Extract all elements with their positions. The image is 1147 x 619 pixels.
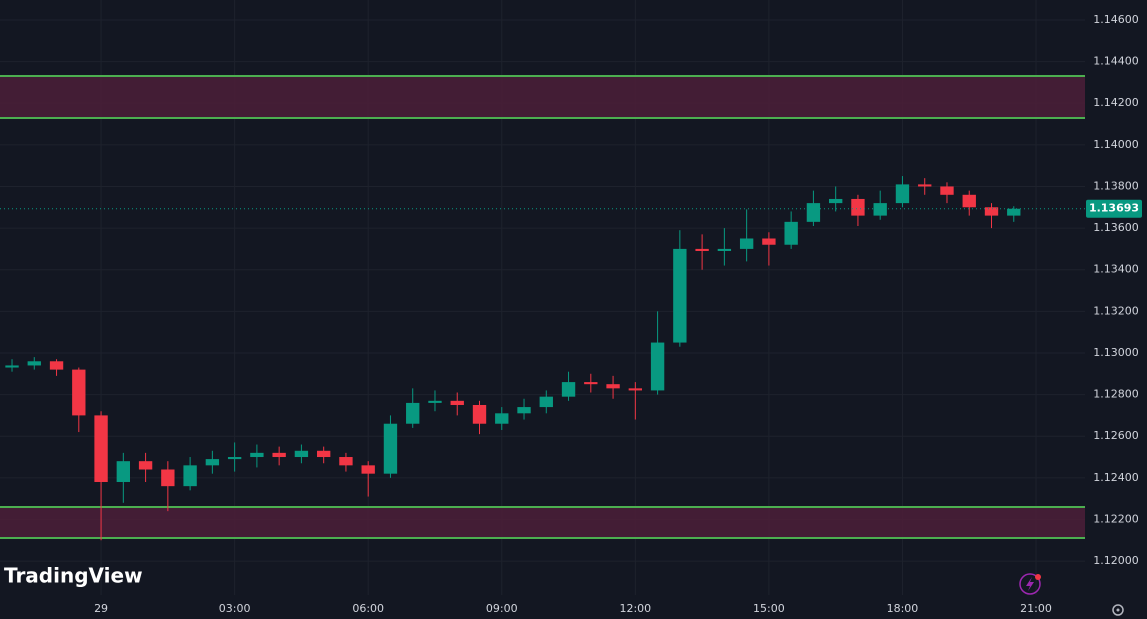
- settings-icon[interactable]: [1112, 604, 1124, 616]
- x-tick-label: 12:00: [619, 602, 651, 615]
- x-tick-label: 18:00: [887, 602, 919, 615]
- x-tick-label: 03:00: [219, 602, 251, 615]
- x-tick-label: 21:00: [1020, 602, 1052, 615]
- candle-body: [606, 384, 620, 389]
- candle-body: [406, 402, 420, 424]
- y-tick-label: 1.12200: [1093, 512, 1139, 525]
- y-tick-label: 1.13000: [1093, 346, 1139, 359]
- candle-body: [673, 248, 687, 343]
- y-tick-label: 1.14400: [1093, 55, 1139, 68]
- candle-body: [339, 457, 353, 466]
- candle-body: [650, 342, 665, 391]
- x-tick-label: 29: [94, 602, 108, 615]
- x-tick-label: 15:00: [753, 602, 785, 615]
- x-tick-label: 09:00: [486, 602, 518, 615]
- candle-body: [1007, 208, 1021, 216]
- icon-gear-center: [1116, 608, 1120, 612]
- candle-body: [851, 198, 865, 216]
- candle-body: [138, 461, 153, 470]
- y-tick-label: 1.13600: [1093, 221, 1139, 234]
- candle-body: [116, 461, 131, 482]
- candle-body: [717, 248, 732, 251]
- candle-body: [250, 452, 264, 458]
- candle-body: [72, 369, 86, 416]
- icon-gear: [1112, 604, 1124, 616]
- candle-body: [5, 365, 19, 368]
- zone: [0, 506, 1085, 538]
- candles: [0, 176, 1085, 541]
- candle-body: [205, 459, 220, 466]
- y-tick-label: 1.12000: [1093, 554, 1139, 567]
- candle-body: [561, 382, 576, 397]
- axes: 1.12000 1.12200 1.12400 1.12600 1.12800 1.130…: [94, 13, 1142, 615]
- watermark: TradingView: [4, 564, 143, 588]
- candle-body: [895, 184, 910, 204]
- y-tick-label: 1.12800: [1093, 388, 1139, 401]
- last-price-box: [1086, 199, 1142, 218]
- y-tick-label: 1.14000: [1093, 138, 1139, 151]
- alert-icon[interactable]: [1019, 573, 1041, 595]
- y-tick-label: 1.12400: [1093, 471, 1139, 484]
- candle-body: [584, 382, 598, 385]
- y-tick-label: 1.13800: [1093, 179, 1139, 192]
- candle-body: [383, 423, 398, 474]
- candle-body: [739, 238, 754, 249]
- candle-body: [94, 415, 108, 482]
- y-tick-label: 1.12600: [1093, 429, 1139, 442]
- candle-body: [784, 221, 798, 245]
- icon-circle: [1019, 573, 1041, 595]
- candle-body: [161, 469, 175, 487]
- y-tick-label: 1.14600: [1093, 13, 1139, 26]
- candle-body: [517, 407, 531, 414]
- candle-body: [918, 184, 932, 187]
- candle-body: [428, 400, 442, 403]
- candle-body: [450, 400, 464, 405]
- y-tick-label: 1.13400: [1093, 263, 1139, 276]
- candle-body: [962, 194, 976, 208]
- candle-body: [539, 396, 553, 408]
- last-price-label: 1.13693: [1089, 202, 1139, 215]
- candle-body: [472, 404, 487, 424]
- zone: [0, 75, 1085, 119]
- candle-body: [828, 198, 843, 204]
- candle-body: [495, 413, 509, 424]
- candle-body: [316, 450, 331, 458]
- zones: [0, 74, 1085, 539]
- candle-body: [183, 465, 197, 487]
- candle-body: [27, 361, 41, 366]
- icon-dot: [1035, 574, 1041, 580]
- candle-body: [984, 207, 999, 216]
- y-tick-label: 1.14200: [1093, 96, 1139, 109]
- candle-body: [227, 457, 242, 460]
- candle-body: [806, 203, 821, 222]
- grid: [0, 0, 1085, 595]
- candle-body: [940, 186, 954, 195]
- candle-body: [294, 450, 309, 458]
- candle-body: [49, 361, 64, 370]
- x-tick-label: 06:00: [352, 602, 384, 615]
- candle-body: [272, 452, 286, 458]
- candle-body: [695, 248, 709, 251]
- candle-body: [873, 203, 887, 216]
- y-tick-label: 1.13200: [1093, 304, 1139, 317]
- candle-body: [361, 465, 375, 474]
- candle-body: [762, 238, 776, 245]
- icon-bolt: [1026, 577, 1034, 591]
- candle-body: [628, 388, 643, 391]
